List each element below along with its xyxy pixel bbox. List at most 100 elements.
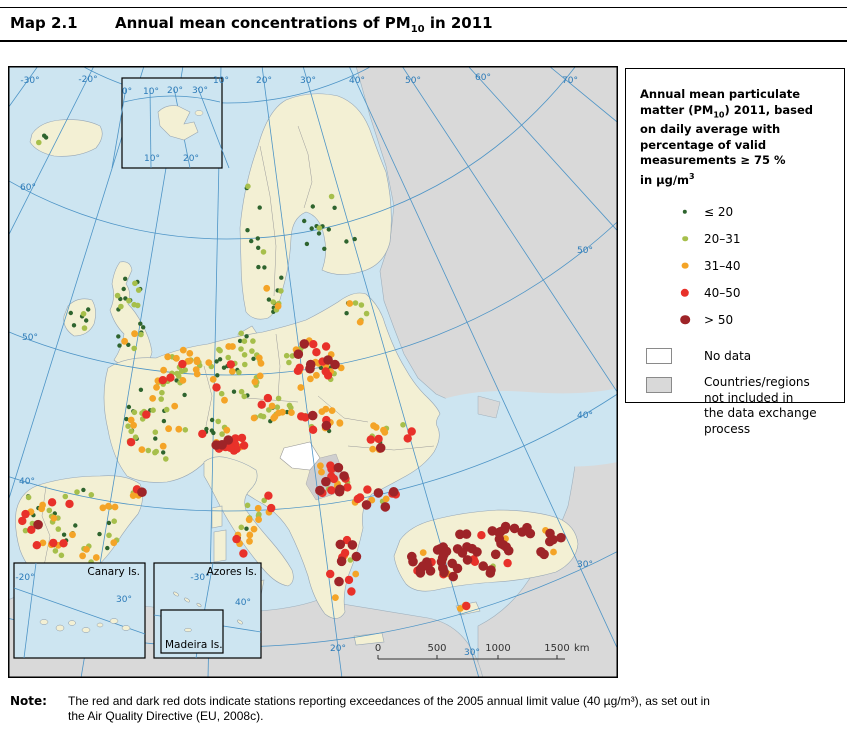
station-dot xyxy=(336,556,347,567)
station-dot xyxy=(241,352,248,358)
station-dot xyxy=(352,300,359,306)
station-dot xyxy=(375,443,386,453)
station-dot xyxy=(321,342,331,351)
inset-maps xyxy=(13,77,262,659)
station-dot xyxy=(141,325,146,330)
station-dot xyxy=(318,468,325,476)
station-dot xyxy=(249,238,254,244)
madeira-island xyxy=(184,627,192,633)
station-dot xyxy=(321,420,332,431)
station-dot xyxy=(153,448,159,455)
station-dot xyxy=(138,446,146,453)
station-dot xyxy=(121,286,126,292)
station-dot xyxy=(258,413,264,419)
station-dot xyxy=(171,402,179,410)
graticule-label: 10° xyxy=(143,87,159,97)
station-dot xyxy=(84,318,89,323)
station-dot xyxy=(179,377,187,384)
legend-class-label: ≤ 20 xyxy=(704,204,734,219)
legend-class-row: ≤ 20 xyxy=(626,198,844,225)
station-dot xyxy=(255,236,260,241)
station-dot xyxy=(118,296,123,302)
station-dot xyxy=(145,447,152,454)
station-dot xyxy=(352,570,360,578)
station-dot xyxy=(328,407,336,414)
station-dot xyxy=(517,527,527,537)
station-dot xyxy=(174,370,180,377)
station-dot xyxy=(305,359,316,370)
scale-bar-label: 1500 xyxy=(544,643,569,654)
station-dot xyxy=(317,462,324,470)
station-dot xyxy=(478,561,489,571)
station-dot xyxy=(160,366,168,374)
station-dot xyxy=(347,557,354,563)
station-dot xyxy=(372,424,380,431)
station-dot xyxy=(257,205,262,210)
station-dot xyxy=(363,310,370,317)
station-dot xyxy=(153,384,160,391)
map-frame xyxy=(8,66,618,678)
station-dot xyxy=(239,441,249,450)
station-dot xyxy=(352,236,357,242)
station-dot xyxy=(257,400,266,409)
station-dot xyxy=(178,359,187,369)
station-dot xyxy=(126,342,131,347)
station-dot xyxy=(62,493,69,500)
station-dot xyxy=(25,494,32,501)
station-dot xyxy=(111,503,119,511)
page-title: Annual mean concentrations of PM10 in 20… xyxy=(115,14,493,35)
station-dot xyxy=(274,302,282,310)
crimea-area xyxy=(477,395,501,419)
station-dot xyxy=(256,264,261,270)
station-dot xyxy=(462,555,473,565)
station-dot xyxy=(334,576,344,587)
station-dot xyxy=(182,427,189,433)
legend-box: Annual mean particulate matter (PM10) 201… xyxy=(625,68,845,436)
graticule-label: 20° xyxy=(183,154,199,164)
station-dot xyxy=(498,540,509,550)
station-dot xyxy=(178,368,185,375)
station-dot xyxy=(173,354,180,362)
no-data-label: No data xyxy=(704,349,752,364)
station-dot xyxy=(209,417,215,423)
station-dot xyxy=(69,531,76,539)
station-dot xyxy=(117,343,122,348)
station-dot xyxy=(333,462,344,473)
station-dot xyxy=(131,330,138,338)
station-dot xyxy=(238,388,245,395)
graticule-label: 30° xyxy=(192,86,208,96)
station-dot xyxy=(346,300,354,307)
legend-not-included-row: Countries/regions not included in the data… xyxy=(626,373,844,453)
station-dot xyxy=(110,539,118,547)
not-included-label: Countries/regions not included in the data… xyxy=(704,375,817,437)
station-dot xyxy=(302,218,307,224)
station-dot xyxy=(135,287,142,293)
station-dot xyxy=(249,348,255,354)
station-dot xyxy=(344,239,349,244)
station-dot xyxy=(462,601,471,611)
station-dot xyxy=(159,389,165,396)
station-dot xyxy=(161,418,167,424)
legend-no-data-row: No data xyxy=(626,339,844,373)
station-dot xyxy=(332,594,339,601)
station-dot xyxy=(336,420,344,427)
station-dot xyxy=(22,527,29,534)
station-dot xyxy=(205,359,213,366)
station-dot xyxy=(308,425,318,434)
scale-bar-label: 500 xyxy=(427,643,446,654)
station-dot xyxy=(244,502,251,509)
station-dot xyxy=(407,427,416,436)
station-dot xyxy=(270,414,278,422)
station-dot xyxy=(256,372,264,380)
station-dot xyxy=(81,487,86,493)
country-borders xyxy=(41,125,435,567)
station-dot xyxy=(318,365,324,370)
station-dot xyxy=(164,353,172,361)
not-included-label-line: Countries/regions xyxy=(704,375,810,390)
station-dot xyxy=(257,360,265,367)
station-dot xyxy=(118,303,124,310)
station-dot xyxy=(163,456,169,462)
station-dot xyxy=(361,500,372,510)
